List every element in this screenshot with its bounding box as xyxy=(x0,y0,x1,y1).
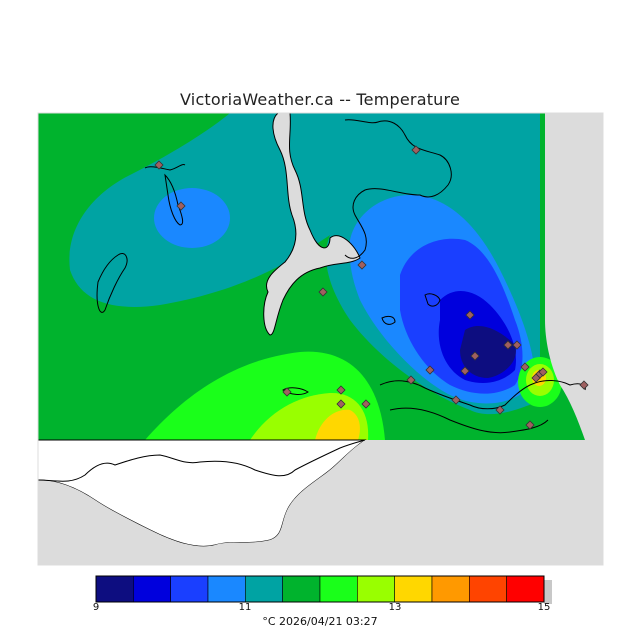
legend-shadow xyxy=(544,580,552,604)
island-2 xyxy=(164,173,184,226)
legend-swatch xyxy=(282,575,321,603)
station-marker xyxy=(579,380,589,390)
map-border xyxy=(37,112,604,566)
legend-outline xyxy=(95,575,545,603)
station-marker xyxy=(503,340,513,350)
station-marker xyxy=(451,395,461,405)
station-marker xyxy=(154,160,164,170)
water-inlet-main xyxy=(263,113,361,336)
station-marker xyxy=(465,310,475,320)
legend-unit-date: °C 2026/04/21 03:27 xyxy=(262,615,378,628)
legend-swatch xyxy=(357,575,395,603)
legend-swatch xyxy=(394,575,433,603)
station-marker xyxy=(525,420,535,430)
legend-swatch xyxy=(319,575,358,603)
legend-color-bar xyxy=(95,575,545,603)
legend-tick-13: 13 xyxy=(388,602,402,613)
legend-swatch xyxy=(170,575,209,603)
no-data-strait xyxy=(38,440,603,565)
island-3 xyxy=(144,164,186,171)
station-marker xyxy=(425,365,435,375)
station-marker xyxy=(512,340,522,350)
legend-swatch xyxy=(245,575,283,603)
legend-tick-15: 15 xyxy=(537,602,551,613)
peninsula-north xyxy=(344,119,452,259)
island-5 xyxy=(381,315,396,325)
station-marker xyxy=(336,385,346,395)
victoria-shoreline-2 xyxy=(389,407,549,434)
legend-swatch xyxy=(469,575,507,603)
legend-swatch xyxy=(95,575,134,603)
legend-tick-11: 11 xyxy=(238,602,252,613)
station-marker xyxy=(336,399,346,409)
legend-tick-9: 9 xyxy=(92,602,100,613)
temp-zone-9 xyxy=(460,325,516,378)
station-marker xyxy=(470,351,480,361)
temp-zone-13 xyxy=(315,409,360,440)
station-marker xyxy=(318,287,328,297)
station-marker xyxy=(531,373,541,383)
page-title: VictoriaWeather.ca -- Temperature xyxy=(180,90,460,109)
station-marker xyxy=(520,362,530,372)
island-4 xyxy=(424,293,441,307)
victoria-shoreline xyxy=(379,380,586,410)
station-marker xyxy=(411,145,421,155)
legend-swatch xyxy=(207,575,246,603)
station-marker xyxy=(357,260,367,270)
legend-swatch xyxy=(431,575,470,603)
island-1 xyxy=(96,253,128,313)
station-marker xyxy=(460,366,470,376)
no-data-east xyxy=(540,113,603,440)
south-coast xyxy=(38,439,366,482)
station-marker xyxy=(406,375,416,385)
temp-zone-10-west xyxy=(154,188,230,248)
legend-swatch xyxy=(506,575,545,603)
station-marker xyxy=(495,405,505,415)
station-marker xyxy=(282,387,292,397)
legend-swatch xyxy=(133,575,171,603)
station-marker xyxy=(176,201,186,211)
station-marker xyxy=(361,399,371,409)
station-marker xyxy=(538,367,548,377)
station-markers xyxy=(154,145,589,430)
